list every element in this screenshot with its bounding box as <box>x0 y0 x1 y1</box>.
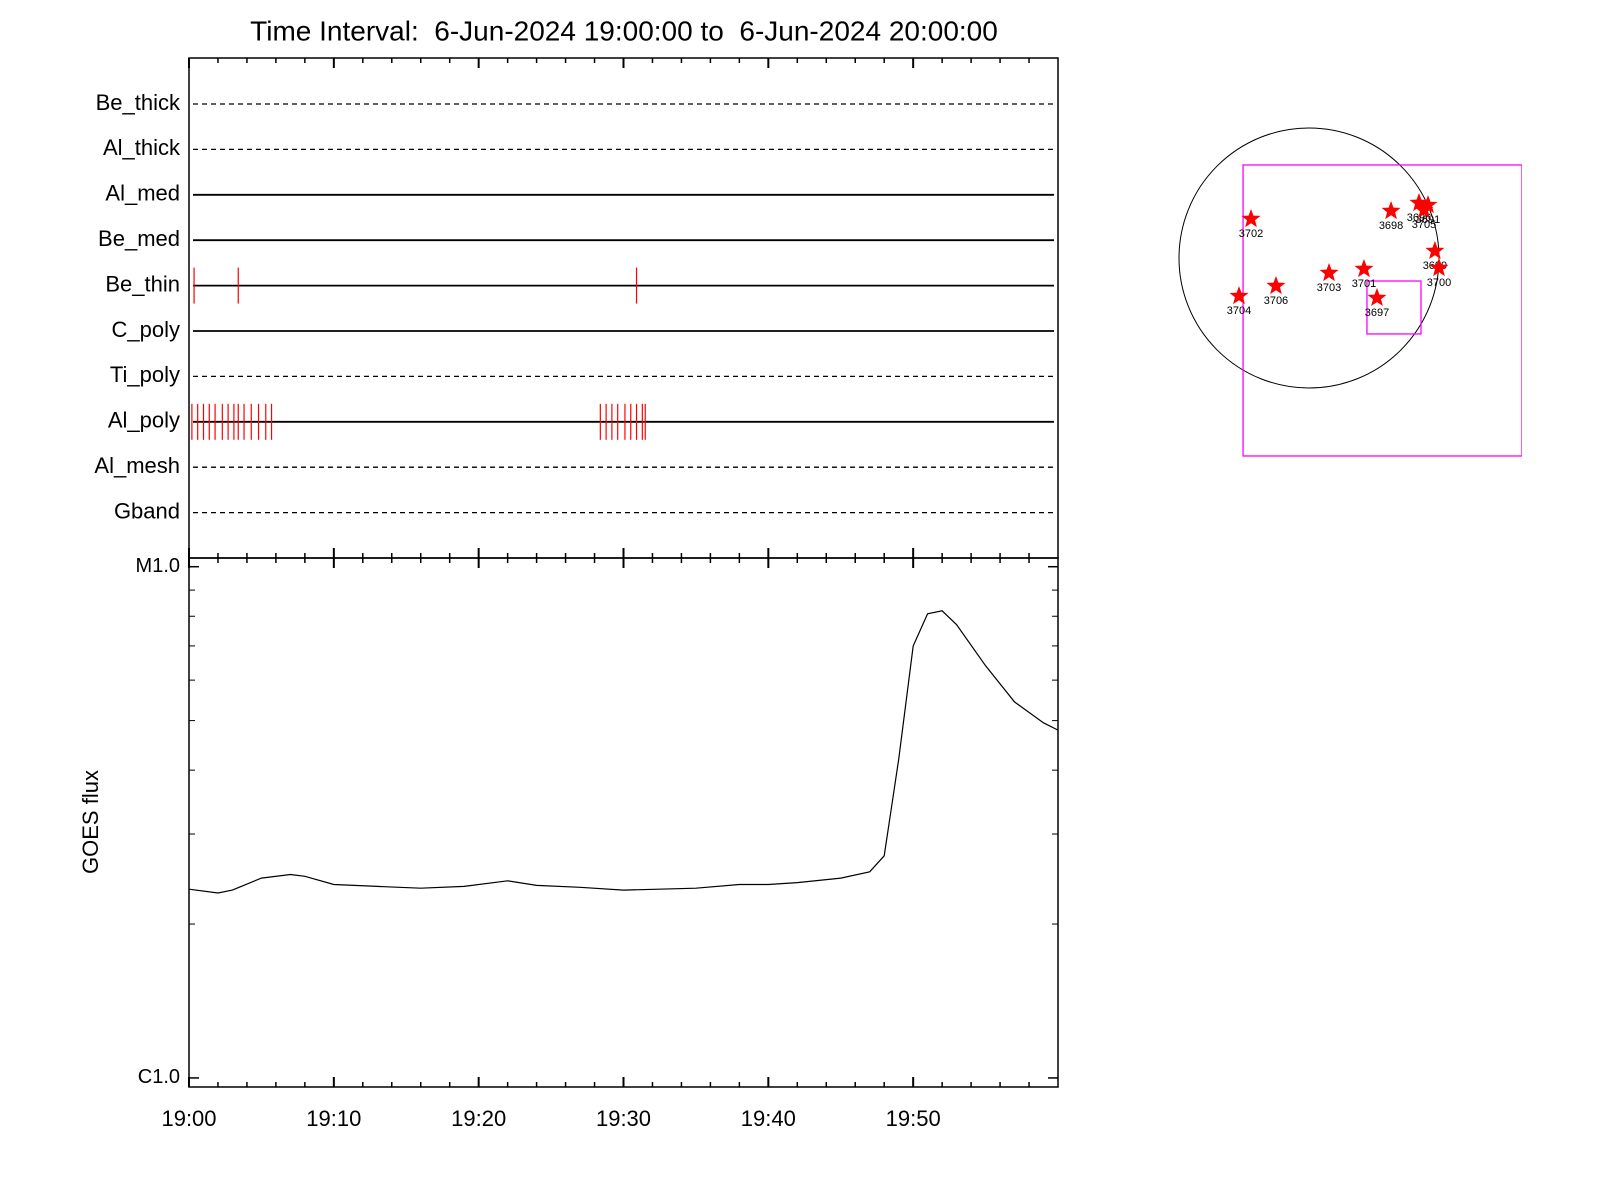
region-label: 3701 <box>1352 278 1376 290</box>
filter-label: Al_thick <box>103 135 181 160</box>
region-label: 3700 <box>1427 277 1451 289</box>
x-tick-label: 19:50 <box>886 1106 941 1131</box>
x-tick-label: 19:10 <box>306 1106 361 1131</box>
solar-limb <box>1178 127 1440 389</box>
fov-box <box>1366 280 1422 335</box>
filter-label: Ti_poly <box>110 362 180 387</box>
region-label: 3691 <box>1416 214 1440 226</box>
filter-label: Al_med <box>105 181 180 206</box>
filter-label: Al_poly <box>108 408 180 433</box>
region-star <box>1367 287 1387 306</box>
region-star <box>1266 276 1286 295</box>
region-star <box>1319 263 1339 282</box>
chart-title: Time Interval: 6-Jun-2024 19:00:00 to 6-… <box>250 15 998 46</box>
region-label: 3703 <box>1317 282 1341 294</box>
region-star <box>1425 241 1445 259</box>
flux-line <box>188 610 1059 894</box>
x-tick-label: 19:00 <box>161 1106 216 1131</box>
filter-label: Al_mesh <box>94 453 180 478</box>
region-label: 3706 <box>1264 295 1288 307</box>
region-star <box>1354 259 1374 278</box>
y-axis-label: GOES flux <box>78 770 103 874</box>
region-star <box>1429 258 1449 277</box>
x-tick-label: 19:20 <box>451 1106 506 1131</box>
filter-label: Be_thin <box>105 271 180 296</box>
region-star <box>1229 286 1249 305</box>
region-label: 3705 <box>1412 219 1436 231</box>
filter-label: Be_med <box>98 226 180 251</box>
y-tick-label: M1.0 <box>136 555 180 577</box>
x-tick-label: 19:40 <box>741 1106 796 1131</box>
fov-box <box>1242 164 1522 457</box>
x-tick-label: 19:30 <box>596 1106 651 1131</box>
region-star <box>1381 201 1401 220</box>
region-label: 3698 <box>1379 220 1403 232</box>
region-star <box>1418 195 1438 214</box>
filter-panel-frame <box>188 57 1059 559</box>
region-star <box>1414 200 1434 219</box>
filter-label: Gband <box>114 498 180 523</box>
y-tick-label: C1.0 <box>138 1066 180 1088</box>
region-label: 3704 <box>1227 305 1251 317</box>
region-star <box>1241 209 1261 228</box>
flux-panel-frame <box>188 557 1059 1088</box>
region-label: 3697 <box>1365 307 1389 319</box>
filter-label: C_poly <box>112 317 180 342</box>
region-label: 3702 <box>1239 228 1263 240</box>
filter-label: Be_thick <box>96 90 181 115</box>
sun-map: 3702369836963691370536993700370137033706… <box>1178 127 1522 457</box>
